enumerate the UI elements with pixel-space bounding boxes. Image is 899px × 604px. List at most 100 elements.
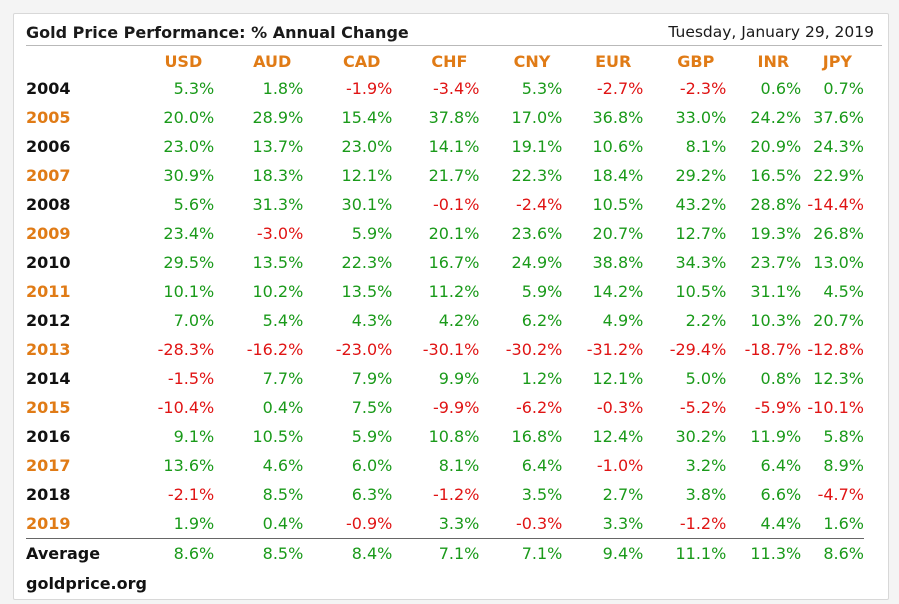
value-cell-chf: 3.3% xyxy=(438,514,480,533)
value-cell-usd: -2.1% xyxy=(167,485,215,504)
table-title: Gold Price Performance: % Annual Change xyxy=(26,23,409,42)
value-cell-cad: 5.9% xyxy=(351,224,393,243)
value-cell-eur: 3.3% xyxy=(602,514,644,533)
row-label: 2013 xyxy=(26,340,71,359)
value-cell-aud: 10.2% xyxy=(252,282,304,301)
value-cell-cny: 6.4% xyxy=(521,456,563,475)
row-label: 2005 xyxy=(26,108,71,127)
value-cell-inr: -5.9% xyxy=(754,398,802,417)
value-cell-cad: 13.5% xyxy=(341,282,393,301)
value-cell-jpy: 8.6% xyxy=(801,538,864,568)
value-cell-usd: -28.3% xyxy=(157,340,215,359)
value-cell-cny: -30.2% xyxy=(505,340,563,359)
row-label: 2017 xyxy=(26,456,71,475)
column-header-inr: INR xyxy=(757,52,790,71)
value-cell-aud: 5.4% xyxy=(262,311,304,330)
value-cell-cny: -2.4% xyxy=(515,195,563,214)
value-cell-chf: 10.8% xyxy=(428,427,480,446)
row-label: 2011 xyxy=(26,282,71,301)
value-cell-cny: 1.2% xyxy=(521,369,563,388)
average-row: Average 8.6% 8.5% 8.4% 7.1% 7.1% 9.4% 11.1% 11.3… xyxy=(26,538,864,568)
performance-table: USD AUD CAD CHF CNY EUR GBP INR JPY 2004 5.3% 1.8%… xyxy=(26,50,864,568)
value-cell-eur: -2.7% xyxy=(596,79,644,98)
value-cell-gbp: 11.1% xyxy=(643,538,727,568)
value-cell-aud: 8.5% xyxy=(214,538,304,568)
value-cell-inr: 0.8% xyxy=(760,369,802,388)
value-cell-chf: -1.2% xyxy=(432,485,480,504)
row-label: 2004 xyxy=(26,79,71,98)
value-cell-chf: 21.7% xyxy=(428,166,480,185)
value-cell-chf: -3.4% xyxy=(432,79,480,98)
value-cell-cny: 17.0% xyxy=(511,108,563,127)
column-header-chf: CHF xyxy=(431,52,468,71)
value-cell-eur: 36.8% xyxy=(592,108,644,127)
table-row: 2013 -28.3% -16.2% -23.0% -30.1% -30.2% -31.2%… xyxy=(26,335,864,364)
value-cell-aud: 18.3% xyxy=(252,166,304,185)
table-row: 2016 9.1% 10.5% 5.9% 10.8% 16.8% 12.4% 30.2% 11.… xyxy=(26,422,864,451)
value-cell-cny: 19.1% xyxy=(511,137,563,156)
value-cell-eur: 12.4% xyxy=(592,427,644,446)
column-header-gbp: GBP xyxy=(677,52,715,71)
value-cell-aud: 13.5% xyxy=(252,253,304,272)
column-header-cad: CAD xyxy=(342,52,381,71)
value-cell-chf: -30.1% xyxy=(422,340,480,359)
value-cell-aud: 28.9% xyxy=(252,108,304,127)
value-cell-cad: 6.3% xyxy=(351,485,393,504)
value-cell-cad: 15.4% xyxy=(341,108,393,127)
value-cell-eur: -0.3% xyxy=(596,398,644,417)
row-label: Average xyxy=(26,538,118,568)
source-footer: goldprice.org xyxy=(26,574,147,593)
value-cell-cny: 7.1% xyxy=(479,538,563,568)
value-cell-jpy: -10.1% xyxy=(807,398,864,417)
value-cell-jpy: 4.5% xyxy=(823,282,864,301)
value-cell-inr: 10.3% xyxy=(750,311,802,330)
value-cell-cny: 5.3% xyxy=(521,79,563,98)
value-cell-eur: 9.4% xyxy=(562,538,644,568)
table-row: 2012 7.0% 5.4% 4.3% 4.2% 6.2% 4.9% 2.2% 10.3% 20.… xyxy=(26,306,864,335)
row-label: 2015 xyxy=(26,398,71,417)
table-row: 2010 29.5% 13.5% 22.3% 16.7% 24.9% 38.8% 34.3% 2… xyxy=(26,248,864,277)
value-cell-aud: 8.5% xyxy=(262,485,304,504)
value-cell-chf: 14.1% xyxy=(428,137,480,156)
header-row: USD AUD CAD CHF CNY EUR GBP INR JPY xyxy=(26,50,864,74)
value-cell-inr: 19.3% xyxy=(750,224,802,243)
value-cell-cad: -23.0% xyxy=(335,340,393,359)
column-header-aud: AUD xyxy=(253,52,292,71)
row-label: 2014 xyxy=(26,369,71,388)
value-cell-inr: 0.6% xyxy=(760,79,802,98)
value-cell-inr: 11.3% xyxy=(726,538,802,568)
value-cell-cny: 23.6% xyxy=(511,224,563,243)
table-row: 2004 5.3% 1.8% -1.9% -3.4% 5.3% -2.7% -2.3% 0.6%… xyxy=(26,74,864,103)
value-cell-gbp: 3.2% xyxy=(685,456,727,475)
value-cell-usd: 5.6% xyxy=(173,195,215,214)
value-cell-cny: -6.2% xyxy=(515,398,563,417)
row-label: 2009 xyxy=(26,224,71,243)
value-cell-chf: -9.9% xyxy=(432,398,480,417)
value-cell-gbp: -1.2% xyxy=(679,514,727,533)
value-cell-cny: 5.9% xyxy=(521,282,563,301)
value-cell-jpy: 0.7% xyxy=(823,79,864,98)
value-cell-aud: 31.3% xyxy=(252,195,304,214)
value-cell-gbp: 12.7% xyxy=(675,224,727,243)
value-cell-gbp: 10.5% xyxy=(675,282,727,301)
value-cell-cad: 5.9% xyxy=(351,427,393,446)
value-cell-gbp: 2.2% xyxy=(685,311,727,330)
value-cell-aud: 10.5% xyxy=(252,427,304,446)
value-cell-eur: 14.2% xyxy=(592,282,644,301)
value-cell-cad: -1.9% xyxy=(345,79,393,98)
value-cell-inr: 24.2% xyxy=(750,108,802,127)
value-cell-aud: -16.2% xyxy=(246,340,304,359)
value-cell-gbp: 5.0% xyxy=(685,369,727,388)
value-cell-eur: 10.5% xyxy=(592,195,644,214)
value-cell-eur: 2.7% xyxy=(602,485,644,504)
value-cell-gbp: 43.2% xyxy=(675,195,727,214)
value-cell-chf: 11.2% xyxy=(428,282,480,301)
value-cell-usd: 23.0% xyxy=(163,137,215,156)
value-cell-jpy: -14.4% xyxy=(807,195,864,214)
value-cell-gbp: -2.3% xyxy=(679,79,727,98)
table-date: Tuesday, January 29, 2019 xyxy=(668,23,874,41)
value-cell-aud: -3.0% xyxy=(256,224,304,243)
value-cell-gbp: 3.8% xyxy=(685,485,727,504)
value-cell-chf: 4.2% xyxy=(438,311,480,330)
value-cell-aud: 1.8% xyxy=(262,79,304,98)
